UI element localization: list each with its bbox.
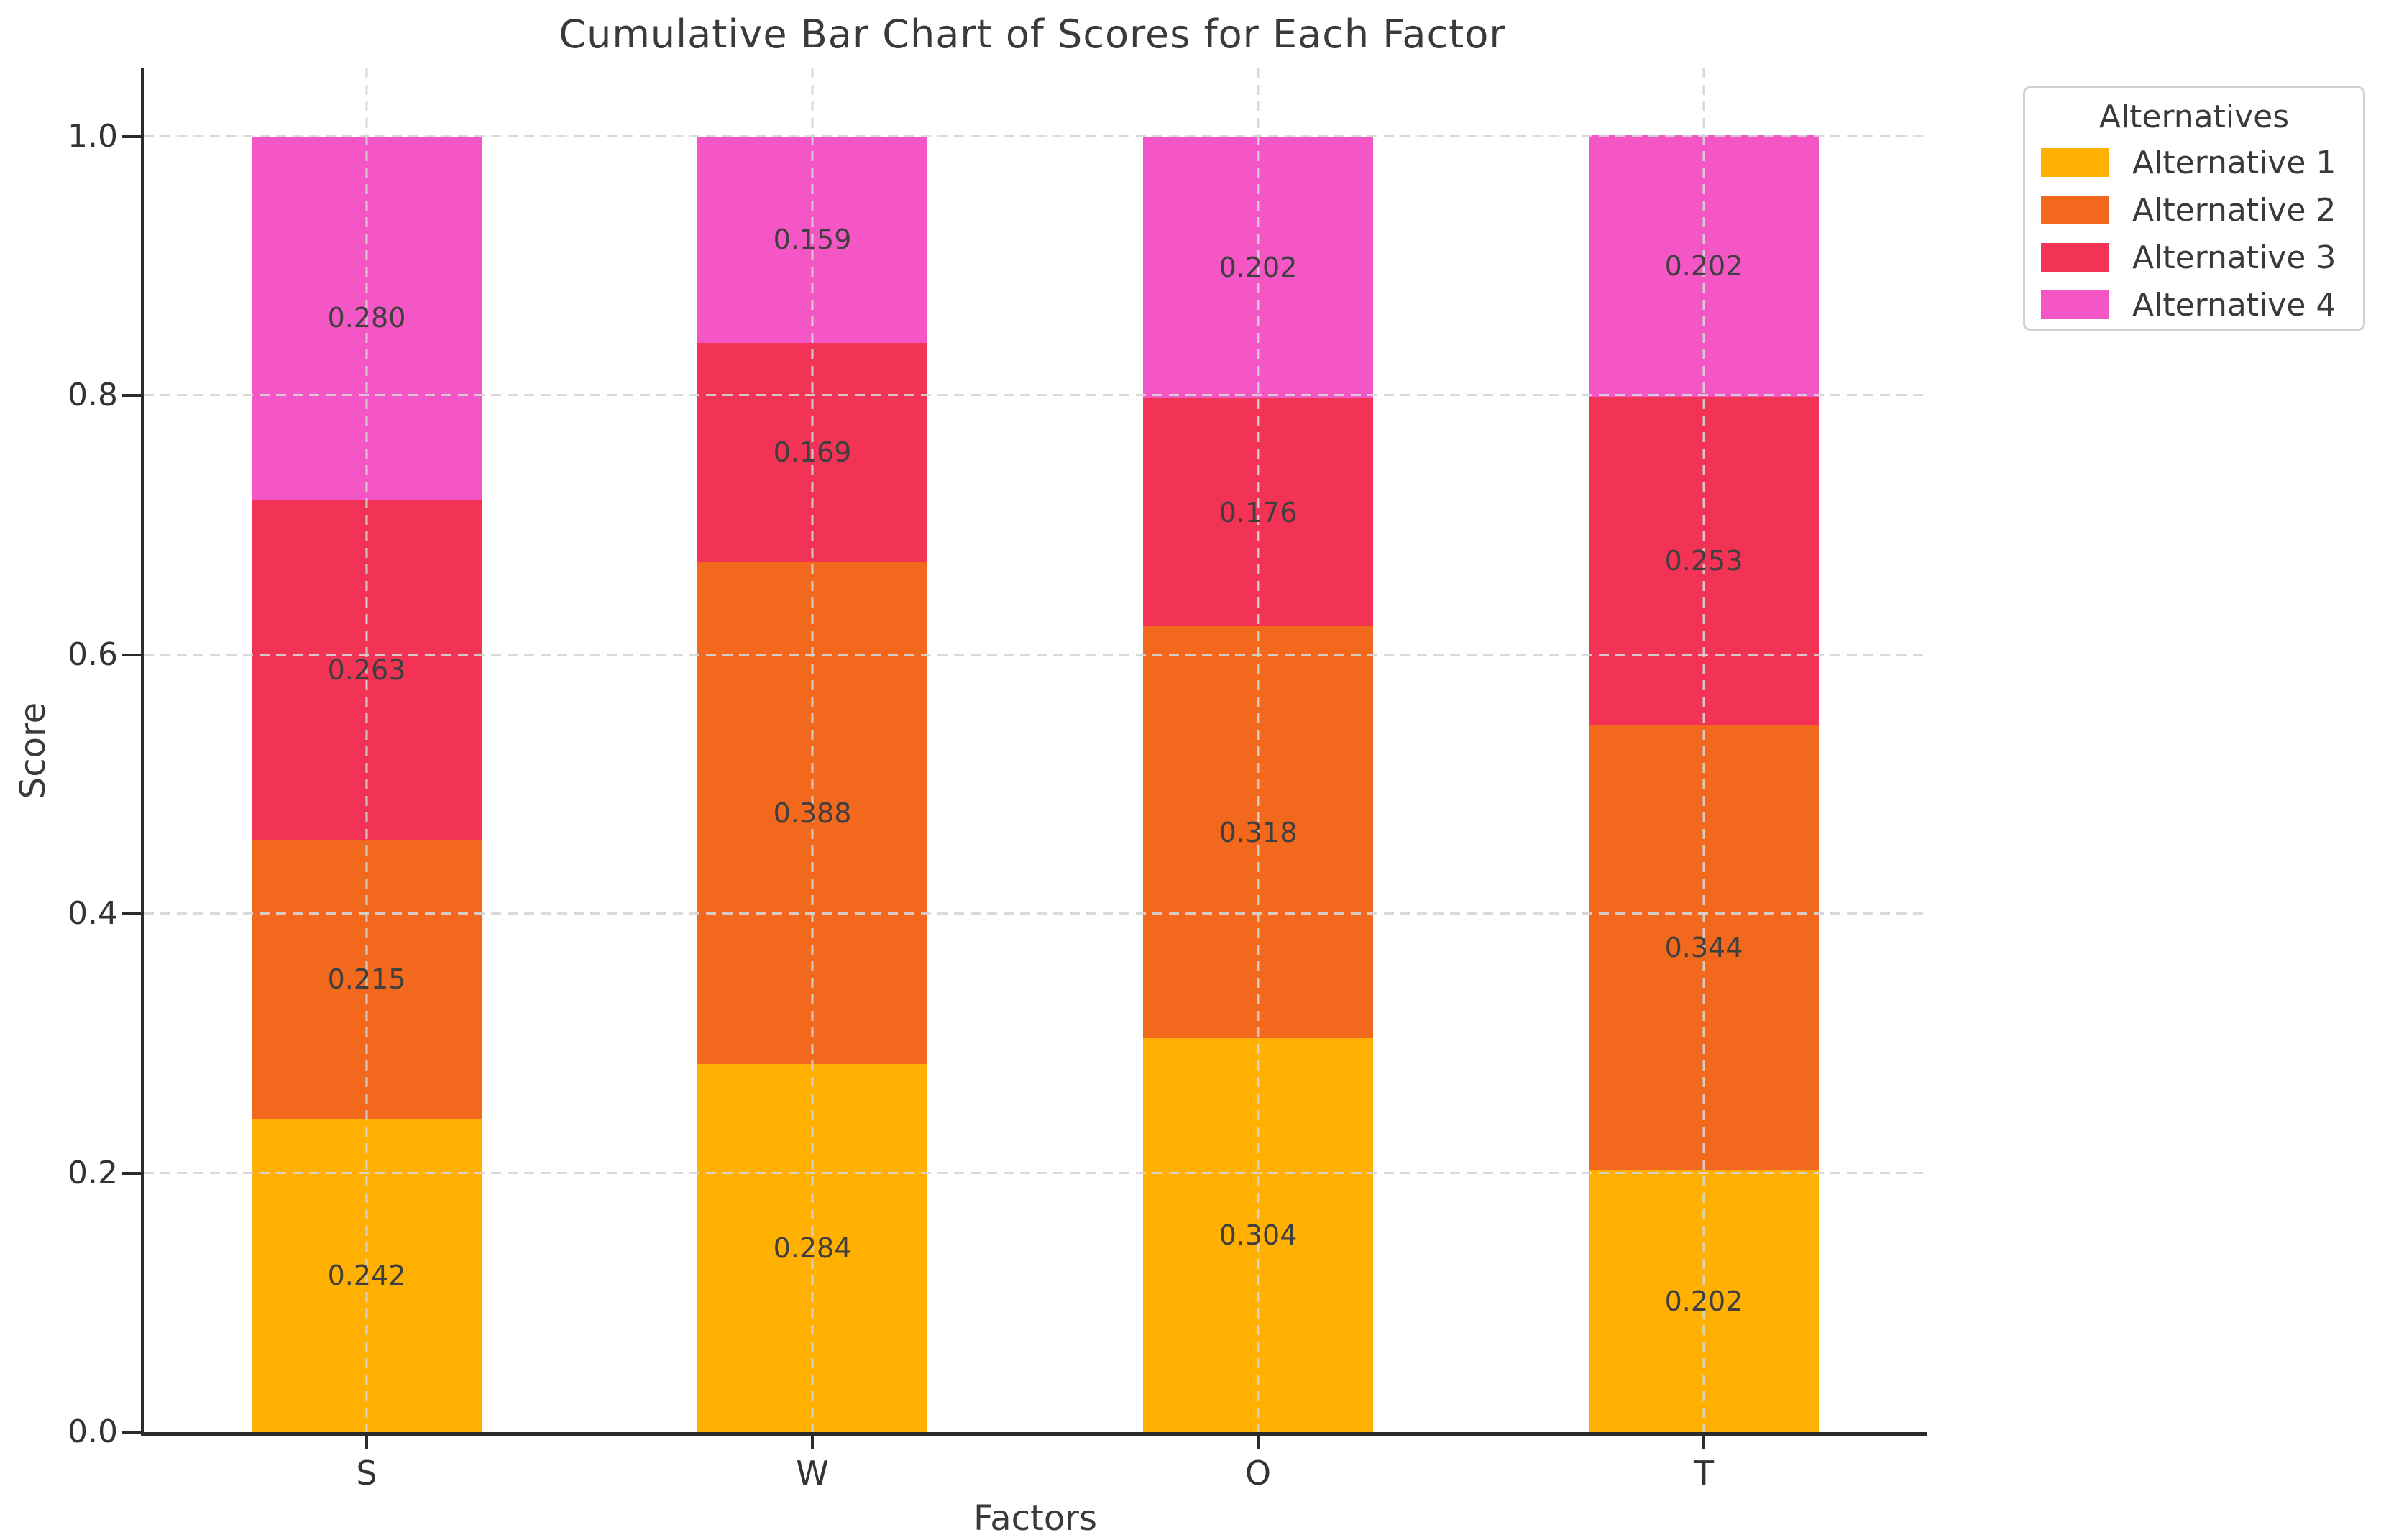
bar-value-label: 0.169 [773,436,852,468]
y-tick-label: 0.4 [68,895,118,932]
legend-title: Alternatives [2098,98,2290,135]
gridline-vertical [1257,68,1260,1432]
bar-value-label: 0.159 [773,224,852,256]
x-tick-label: S [356,1454,377,1493]
bar-value-label: 0.242 [327,1259,406,1291]
gridline-vertical [811,68,814,1432]
bar-value-label: 0.280 [327,302,406,334]
y-tick-label: 0.8 [68,377,118,414]
x-tick-mark [811,1436,814,1449]
y-tick-mark [122,1431,141,1434]
legend-item-label: Alternative 2 [2132,191,2336,229]
bar-value-label: 0.263 [327,654,406,686]
legend-item: Alternative 1 [2025,142,2363,183]
x-tick-mark [1257,1436,1260,1449]
legend-item: Alternative 3 [2025,237,2363,278]
x-tick-label: O [1244,1454,1272,1493]
gridline-vertical [365,68,368,1432]
legend-swatch [2041,148,2109,177]
gridline-horizontal [144,912,1927,915]
y-tick-mark [122,135,141,138]
gridline-horizontal [144,1171,1927,1174]
legend-swatch [2041,290,2109,319]
legend-item-label: Alternative 1 [2132,144,2336,181]
legend-item: Alternative 4 [2025,285,2363,325]
y-tick-label: 0.6 [68,636,118,673]
y-tick-label: 0.2 [68,1154,118,1191]
x-tick-label: W [796,1454,829,1493]
legend-swatch [2041,196,2109,224]
plot-area: Score Factors 0.0 0.2 0.4 0.6 0.8 1.0 S 0.242 0.… [13,68,1927,1539]
y-tick-mark [122,912,141,916]
legend-item: Alternative 2 [2025,190,2363,230]
bar-value-label: 0.388 [773,797,852,829]
x-tick-label: T [1693,1454,1715,1493]
x-tick-mark [1702,1436,1705,1449]
gridline-horizontal [144,394,1927,397]
bar-value-label: 0.202 [1664,250,1743,283]
legend-item-label: Alternative 4 [2132,286,2336,324]
y-tick-label: 0.0 [68,1413,118,1450]
bar-value-label: 0.344 [1664,932,1743,964]
y-tick-mark [122,1171,141,1175]
bar-value-label: 0.318 [1219,816,1298,848]
y-tick-label: 1.0 [68,118,118,155]
bar-value-label: 0.202 [1219,252,1298,284]
x-axis-label: Factors [973,1498,1097,1539]
y-tick-mark [122,394,141,398]
bar-value-label: 0.253 [1664,545,1743,577]
chart-title: Cumulative Bar Chart of Scores for Each … [559,12,1506,57]
x-tick-mark [365,1436,368,1449]
legend-items: Alternative 1 Alternative 2 Alternative 3 A… [2025,142,2363,325]
y-tick-mark [122,653,141,656]
bar-value-label: 0.215 [327,963,406,996]
bar-value-label: 0.202 [1664,1285,1743,1317]
legend-swatch [2041,243,2109,272]
bar-value-label: 0.284 [773,1232,852,1265]
gridline-horizontal [144,135,1927,137]
y-axis-label: Score [13,702,53,799]
gridline-horizontal [144,653,1927,656]
bar-value-label: 0.176 [1219,496,1298,528]
bar-value-label: 0.304 [1219,1219,1298,1252]
legend-item-label: Alternative 3 [2132,239,2336,276]
gridline-vertical [1702,68,1705,1432]
